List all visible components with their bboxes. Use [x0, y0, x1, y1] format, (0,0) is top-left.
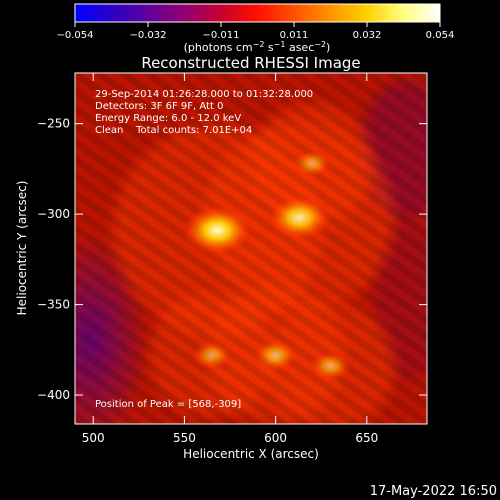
colorbar: −0.054 −0.032 −0.011 0.011 0.032 0.054 (photo…	[56, 3, 454, 54]
heatmap-image	[75, 73, 427, 424]
y-tick-label: −250	[37, 117, 70, 131]
annotation-detectors: Detectors: 3F 6F 9F, Att 0	[95, 101, 223, 112]
colorbar-tick-label: −0.011	[202, 30, 239, 41]
y-axis-label: Heliocentric Y (arcsec)	[15, 181, 29, 316]
colorbar-units: (photons cm−2 s−1 asec−2)	[184, 40, 331, 54]
colorbar-tick-label: 0.011	[280, 30, 309, 41]
annotation-clean-counts: Clean Total counts: 7.01E+04	[95, 125, 252, 136]
emission-source	[252, 338, 299, 372]
annotation-energy-range: Energy Range: 6.0 - 12.0 keV	[95, 113, 241, 124]
peak-position-label: Position of Peak = [568,-309]	[95, 399, 241, 410]
x-axis-label: Heliocentric X (arcsec)	[183, 447, 319, 461]
emission-sources	[181, 149, 352, 382]
y-tick-label: −300	[37, 207, 70, 221]
x-tick-label: 500	[82, 431, 105, 445]
emission-source	[266, 194, 332, 242]
annotation-time-range: 29-Sep-2014 01:26:28.000 to 01:32:28.000	[95, 89, 313, 100]
y-tick-label: −400	[37, 388, 70, 402]
colorbar-tick-label: 0.054	[426, 30, 455, 41]
colorbar-tick-label: −0.054	[56, 30, 93, 41]
y-axis-ticks: −250 −300 −350 −400	[37, 117, 427, 402]
ripple-texture	[75, 73, 427, 424]
colorbar-ticks	[74, 22, 441, 27]
emission-source	[291, 149, 333, 178]
plot-frame	[74, 72, 428, 425]
emission-source	[191, 340, 233, 370]
colorbar-tick-labels: −0.054 −0.032 −0.011 0.011 0.032 0.054	[56, 30, 454, 41]
emission-source	[309, 350, 352, 382]
colorbar-tick-label: −0.032	[129, 30, 166, 41]
x-tick-label: 550	[173, 431, 196, 445]
chart-title: Reconstructed RHESSI Image	[141, 54, 360, 72]
y-tick-label: −350	[37, 298, 70, 312]
annotation-block: 29-Sep-2014 01:26:28.000 to 01:32:28.000…	[95, 89, 313, 136]
colorbar-strip	[74, 3, 441, 23]
x-tick-label: 600	[264, 431, 287, 445]
timestamp: 17-May-2022 16:50	[370, 484, 497, 499]
colorbar-tick-label: 0.032	[353, 30, 382, 41]
emission-source	[181, 204, 254, 257]
x-axis-ticks: 500 550 600 650	[82, 73, 378, 445]
x-tick-label: 650	[355, 431, 378, 445]
